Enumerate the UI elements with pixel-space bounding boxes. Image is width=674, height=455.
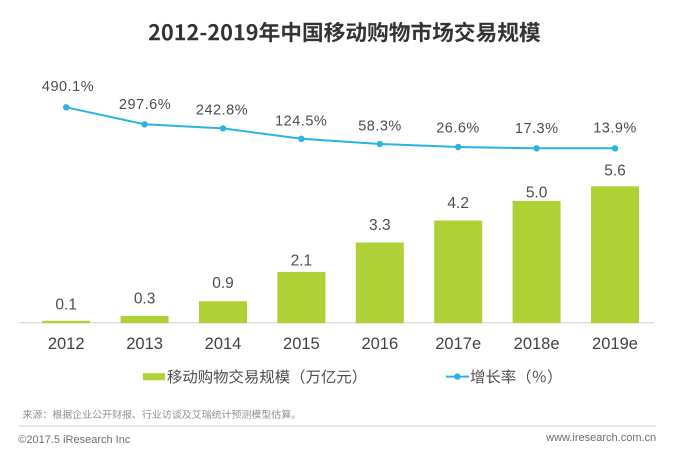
svg-text:242.8%: 242.8% <box>196 103 248 119</box>
svg-text:2013: 2013 <box>126 335 163 353</box>
svg-text:2018e: 2018e <box>514 335 560 353</box>
svg-text:5.0: 5.0 <box>526 185 548 202</box>
svg-text:2.1: 2.1 <box>291 252 313 269</box>
svg-text:17.3%: 17.3% <box>515 121 559 137</box>
svg-text:26.6%: 26.6% <box>436 121 480 137</box>
svg-text:0.3: 0.3 <box>134 291 156 308</box>
svg-text:5.6: 5.6 <box>604 162 626 179</box>
svg-text:297.6%: 297.6% <box>119 97 171 113</box>
svg-text:13.9%: 13.9% <box>593 121 637 137</box>
svg-text:3.3: 3.3 <box>369 217 391 234</box>
svg-text:0.9: 0.9 <box>212 275 234 292</box>
svg-text:2014: 2014 <box>205 335 242 353</box>
svg-text:490.1%: 490.1% <box>42 79 94 95</box>
svg-text:2012: 2012 <box>48 335 85 353</box>
svg-text:2015: 2015 <box>283 335 320 353</box>
svg-text:4.2: 4.2 <box>447 195 469 212</box>
svg-text:www.iresearch.com.cn: www.iresearch.com.cn <box>545 432 656 444</box>
svg-text:2019e: 2019e <box>592 335 638 353</box>
svg-text:124.5%: 124.5% <box>275 114 327 130</box>
svg-text:58.3%: 58.3% <box>358 118 402 134</box>
svg-text:©2017.5 iResearch Inc: ©2017.5 iResearch Inc <box>18 434 131 446</box>
svg-text:0.1: 0.1 <box>55 297 77 314</box>
svg-text:2016: 2016 <box>361 335 398 353</box>
svg-text:2017e: 2017e <box>435 335 481 353</box>
